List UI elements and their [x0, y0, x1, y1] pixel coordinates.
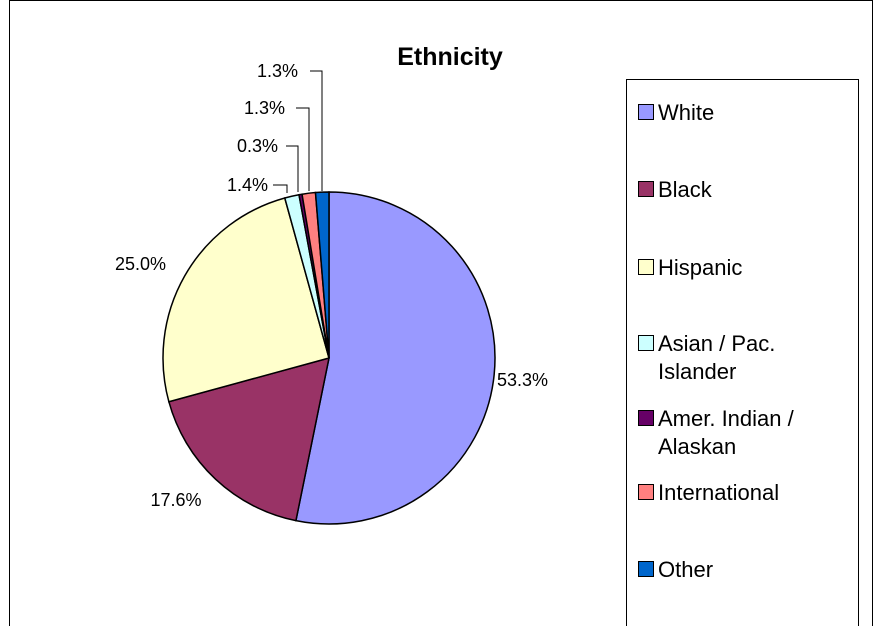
- legend-item-black: Black: [638, 176, 858, 204]
- pie-slice-other: [314, 191, 330, 359]
- legend-item-hispanic: Hispanic: [638, 254, 858, 282]
- pie-slice-hispanic: [162, 197, 330, 403]
- legend-swatch-black: [638, 181, 654, 197]
- legend-label-amer-indian-alaskan: Amer. Indian / Alaskan: [658, 406, 794, 459]
- legend-swatch-international: [638, 484, 654, 500]
- data-label-asian-pac-islander: 1.4%: [227, 175, 268, 195]
- legend-swatch-other: [638, 561, 654, 577]
- label-leader-lines: [273, 70, 323, 193]
- legend-item-international: International: [638, 479, 858, 507]
- legend-label-other: Other: [658, 557, 714, 582]
- legend-label-white: White: [658, 100, 715, 125]
- leader-line-amer-indian-alaskan: [286, 145, 299, 192]
- pie-slice-white: [295, 191, 496, 525]
- pie-slices: [162, 191, 496, 525]
- data-label-international: 1.3%: [244, 98, 285, 118]
- legend-item-white: White: [638, 99, 858, 127]
- legend-swatch-amer-indian-alaskan: [638, 410, 654, 426]
- leader-line-international: [296, 107, 310, 191]
- leader-line-asian-pac-islander: [273, 184, 288, 193]
- legend: White Black Hispanic Asian / Pac. Island…: [626, 79, 859, 626]
- leader-line-other: [310, 70, 323, 191]
- chart-title: Ethnicity: [397, 43, 503, 71]
- data-label-other: 1.3%: [257, 61, 298, 81]
- data-label-white: 53.3%: [497, 370, 548, 390]
- legend-swatch-hispanic: [638, 259, 654, 275]
- legend-label-asian-pac-islander: Asian / Pac. Islander: [658, 331, 776, 384]
- data-label-hispanic: 25.0%: [115, 254, 166, 274]
- pie-slice-black: [167, 356, 330, 522]
- legend-label-black: Black: [658, 177, 712, 202]
- legend-swatch-white: [638, 104, 654, 120]
- legend-item-asian-pac-islander: Asian / Pac. Islander: [638, 330, 858, 386]
- legend-label-international: International: [658, 480, 780, 505]
- data-labels: 53.3% 17.6% 25.0% 1.4% 0.3% 1.3% 1.3%: [115, 61, 548, 510]
- legend-item-amer-indian-alaskan: Amer. Indian / Alaskan: [638, 405, 858, 461]
- data-label-amer-indian-alaskan: 0.3%: [237, 136, 278, 156]
- legend-item-other: Other: [638, 556, 858, 584]
- legend-label-hispanic: Hispanic: [658, 255, 743, 280]
- legend-swatch-asian-pac-islander: [638, 335, 654, 351]
- data-label-black: 17.6%: [150, 490, 201, 510]
